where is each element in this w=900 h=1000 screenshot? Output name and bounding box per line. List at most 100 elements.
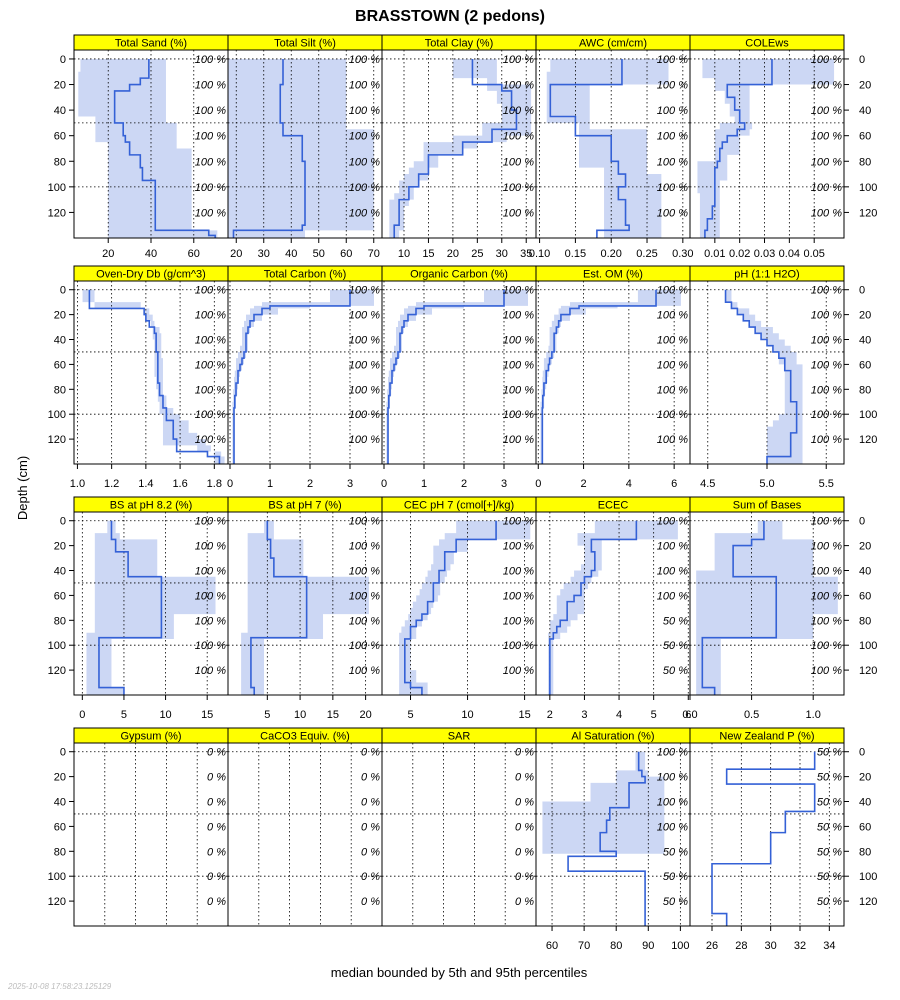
data-coverage-label: 100 % (811, 359, 842, 371)
panel-title: Organic Carbon (%) (410, 269, 508, 281)
percentile-band (723, 289, 803, 464)
data-coverage-label: 0 % (515, 846, 534, 858)
data-coverage-label: 100 % (811, 285, 842, 297)
x-tick-label: 0.01 (704, 248, 725, 260)
x-tick-label: 1.8 (207, 478, 222, 490)
data-coverage-label: 100 % (657, 285, 688, 297)
data-coverage-label: 50 % (817, 772, 842, 784)
data-coverage-label: 100 % (657, 434, 688, 446)
data-coverage-label: 100 % (811, 541, 842, 553)
percentile-band (399, 520, 531, 695)
data-coverage-label: 100 % (657, 384, 688, 396)
panel-12: 100 % 100 % 100 % 100 % 100 % 100 % 100 % BS at… (227, 496, 383, 721)
data-coverage-label: 100 % (657, 54, 688, 66)
depth-tick-label: 100 (48, 182, 66, 194)
x-tick-label: 0.04 (779, 248, 800, 260)
y-axis-label: Depth (cm) (15, 456, 30, 520)
x-tick-label: 35 (520, 248, 532, 260)
data-coverage-label: 100 % (811, 434, 842, 446)
data-coverage-label: 100 % (811, 80, 842, 92)
x-tick-label: 4 (616, 709, 622, 721)
x-tick-label: 30 (496, 248, 508, 260)
data-coverage-label: 0 % (515, 896, 534, 908)
depth-tick-label: 60 (54, 359, 66, 371)
data-coverage-label: 100 % (811, 310, 842, 322)
depth-tick-label: 0 (60, 285, 66, 297)
x-tick-label: 60 (340, 248, 352, 260)
data-coverage-label: 100 % (349, 54, 380, 66)
data-coverage-label: 100 % (195, 131, 226, 143)
x-tick-label: 5.5 (819, 478, 834, 490)
x-tick-label: 0.0 (682, 709, 697, 721)
panel-4: 100 % 100 % 100 % 100 % 100 % 100 % 100 % AWC (… (529, 34, 694, 260)
data-coverage-label: 100 % (657, 409, 688, 421)
data-coverage-label: 100 % (811, 409, 842, 421)
data-coverage-label: 0 % (515, 747, 534, 759)
data-coverage-label: 100 % (503, 434, 534, 446)
data-coverage-label: 100 % (811, 335, 842, 347)
data-coverage-label: 100 % (195, 156, 226, 168)
data-coverage-label: 100 % (657, 821, 688, 833)
x-tick-label: 10 (398, 248, 410, 260)
data-coverage-label: 0 % (207, 747, 226, 759)
depth-tick-label: 0 (60, 516, 66, 528)
x-tick-label: 0.15 (565, 248, 586, 260)
depth-tick-label: 20 (54, 80, 66, 92)
depth-tick-label: 0 (859, 747, 865, 759)
data-coverage-label: 100 % (195, 665, 226, 677)
depth-tick-label: 40 (859, 335, 871, 347)
x-tick-label: 30 (258, 248, 270, 260)
depth-tick-label: 80 (859, 615, 871, 627)
depth-tick-label: 120 (48, 665, 66, 677)
data-coverage-label: 100 % (811, 105, 842, 117)
data-coverage-label: 100 % (503, 80, 534, 92)
x-tick-label: 40 (145, 248, 157, 260)
panel-strip (689, 265, 845, 282)
x-tick-label: 0.05 (803, 248, 824, 260)
depth-tick-label: 120 (859, 665, 877, 677)
data-coverage-label: 100 % (195, 541, 226, 553)
data-coverage-label: 100 % (503, 285, 534, 297)
panel-1: 100 % 100 % 100 % 100 % 100 % 100 % 100 % Total… (48, 34, 229, 260)
depth-tick-label: 80 (859, 156, 871, 168)
x-tick-label: 15 (201, 709, 213, 721)
data-coverage-label: 100 % (811, 54, 842, 66)
depth-tick-label: 20 (54, 541, 66, 553)
panel-title: New Zealand P (%) (719, 731, 814, 743)
data-coverage-label: 50 % (817, 871, 842, 883)
data-coverage-label: 50 % (663, 846, 688, 858)
panel-10: 100 % 100 % 100 % 100 % 100 % 100 % 100 % pH (1… (689, 265, 877, 490)
x-tick-label: 1 (421, 478, 427, 490)
depth-tick-label: 80 (54, 156, 66, 168)
x-tick-label: 2 (307, 478, 313, 490)
timestamp: 2025-10-08 17:58:23.125129 (7, 982, 112, 991)
data-coverage-label: 100 % (349, 566, 380, 578)
median-line (541, 289, 657, 464)
depth-tick-label: 120 (48, 896, 66, 908)
x-tick-label: 5 (121, 709, 127, 721)
panel-9: 100 % 100 % 100 % 100 % 100 % 100 % 100 % Est. … (535, 265, 691, 490)
x-tick-label: 40 (285, 248, 297, 260)
x-tick-label: 60 (188, 248, 200, 260)
data-coverage-label: 100 % (195, 207, 226, 219)
data-coverage-label: 100 % (503, 335, 534, 347)
data-coverage-label: 100 % (195, 615, 226, 627)
x-tick-label: 3 (347, 478, 353, 490)
data-coverage-label: 0 % (361, 747, 380, 759)
panel-2: 100 % 100 % 100 % 100 % 100 % 100 % 100 % Total… (227, 34, 383, 260)
data-coverage-label: 100 % (349, 285, 380, 297)
median-line (98, 520, 163, 695)
data-coverage-label: 100 % (503, 640, 534, 652)
median-line (233, 289, 351, 464)
data-coverage-label: 100 % (349, 105, 380, 117)
data-coverage-label: 50 % (663, 665, 688, 677)
depth-tick-label: 0 (859, 516, 865, 528)
x-tick-label: 5 (264, 709, 270, 721)
x-tick-label: 20 (230, 248, 242, 260)
data-coverage-label: 100 % (503, 156, 534, 168)
panel-title: CEC pH 7 (cmol[+]/kg) (404, 500, 514, 512)
data-coverage-label: 100 % (811, 590, 842, 602)
data-coverage-label: 0 % (515, 772, 534, 784)
data-coverage-label: 50 % (663, 615, 688, 627)
data-coverage-label: 100 % (349, 310, 380, 322)
